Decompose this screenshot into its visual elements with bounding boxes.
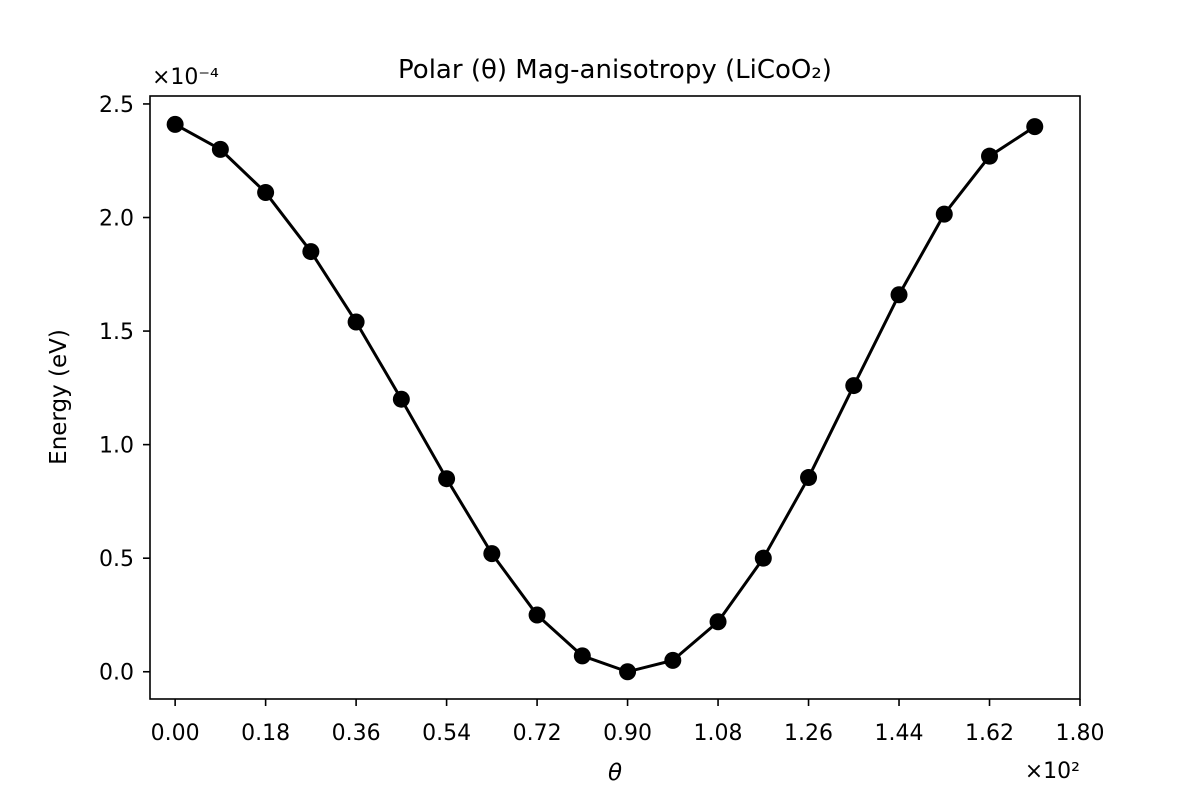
data-point xyxy=(302,243,320,261)
data-point xyxy=(528,606,546,624)
data-point xyxy=(664,651,682,669)
x-tick-label: 0.54 xyxy=(422,721,471,746)
y-tick-label: 2.5 xyxy=(99,93,134,118)
y-axis-label: Energy (eV) xyxy=(46,329,72,465)
y-tick-label: 0.5 xyxy=(99,547,134,572)
x-tick-label: 0.00 xyxy=(151,721,200,746)
data-point xyxy=(166,115,184,133)
x-tick-label: 0.90 xyxy=(603,721,652,746)
x-multiplier-label: ×10² xyxy=(1025,759,1080,784)
x-axis-label: θ xyxy=(608,760,622,786)
x-tick-label: 1.80 xyxy=(1056,721,1105,746)
y-tick-label: 0.0 xyxy=(99,661,134,686)
plot-content xyxy=(166,115,1044,681)
data-point xyxy=(754,549,772,567)
x-tick-label: 1.26 xyxy=(784,721,833,746)
x-axis-ticks: 0.00 0.18 0.36 0.54 0.72 0.90 1.08 1.26 1.44 1.62… xyxy=(151,699,1105,746)
data-point xyxy=(211,140,229,158)
x-tick-label: 0.18 xyxy=(241,721,290,746)
data-point xyxy=(619,663,637,681)
x-tick-label: 1.44 xyxy=(875,721,924,746)
x-tick-label: 0.36 xyxy=(332,721,381,746)
series-line xyxy=(174,123,1036,674)
data-point xyxy=(709,613,727,631)
data-point xyxy=(935,205,953,223)
data-point xyxy=(438,470,456,488)
y-multiplier-label: ×10⁻⁴ xyxy=(152,65,219,90)
data-point xyxy=(845,377,863,395)
y-tick-label: 1.5 xyxy=(99,320,134,345)
data-point xyxy=(483,545,501,563)
data-point xyxy=(347,313,365,331)
data-point xyxy=(981,147,999,165)
x-tick-label: 0.72 xyxy=(513,721,562,746)
y-axis-ticks: 0.0 0.5 1.0 1.5 2.0 2.5 xyxy=(99,93,150,686)
x-tick-label: 1.62 xyxy=(965,721,1014,746)
y-tick-label: 1.0 xyxy=(99,434,134,459)
data-point xyxy=(392,390,410,408)
data-point xyxy=(1026,118,1044,136)
data-point xyxy=(800,469,818,487)
chart-title: Polar (θ) Mag-anisotropy (LiCoO₂) xyxy=(398,55,832,85)
y-tick-label: 2.0 xyxy=(99,207,134,232)
plot-frame xyxy=(149,95,1081,700)
data-point xyxy=(257,184,275,202)
x-tick-label: 1.08 xyxy=(694,721,743,746)
data-point xyxy=(573,647,591,665)
data-point xyxy=(890,286,908,304)
